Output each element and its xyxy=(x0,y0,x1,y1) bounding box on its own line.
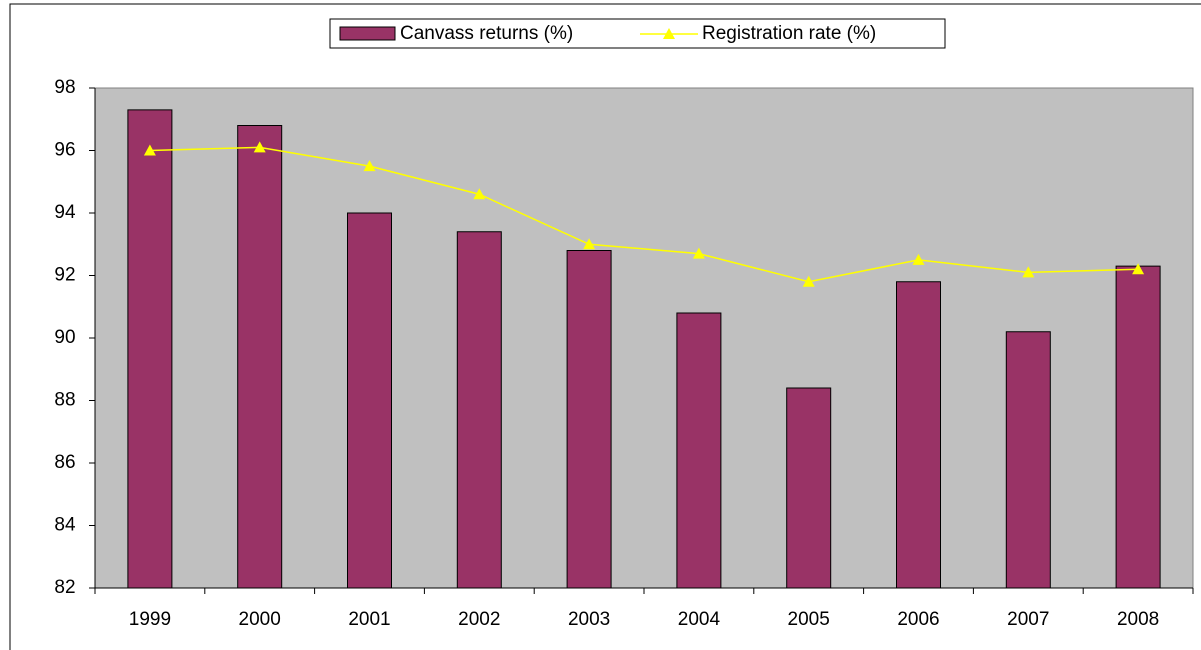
bar xyxy=(676,312,722,589)
legend xyxy=(329,18,946,49)
marker xyxy=(692,247,705,259)
x-tick-label: 1999 xyxy=(129,609,171,630)
legend-marker xyxy=(663,28,675,39)
bar xyxy=(1005,331,1051,589)
marker xyxy=(583,238,596,250)
bar xyxy=(237,125,283,589)
marker xyxy=(912,253,925,265)
marker xyxy=(1022,266,1035,278)
bar xyxy=(456,231,502,589)
x-tick-label: 2002 xyxy=(458,609,500,630)
y-tick-label: 84 xyxy=(54,515,76,536)
bar xyxy=(786,387,832,589)
x-tick-label: 2005 xyxy=(788,609,830,630)
y-tick-label: 86 xyxy=(54,452,75,473)
legend-swatch xyxy=(339,26,396,41)
marker xyxy=(363,160,376,172)
legend-label: Canvass returns (%) xyxy=(400,23,573,44)
x-tick-label: 2000 xyxy=(239,609,281,630)
bar xyxy=(896,281,941,589)
y-tick-label: 88 xyxy=(54,390,75,411)
line xyxy=(149,146,1139,283)
x-tick-label: 2007 xyxy=(1007,609,1049,630)
y-tick-label: 92 xyxy=(54,265,75,286)
y-tick-label: 98 xyxy=(54,77,75,98)
x-tick-label: 2006 xyxy=(897,609,939,630)
marker xyxy=(473,188,486,200)
marker xyxy=(802,275,815,287)
marker xyxy=(143,144,156,156)
y-tick-label: 90 xyxy=(54,327,75,348)
bar xyxy=(347,212,392,589)
x-tick-label: 2004 xyxy=(678,609,721,630)
x-tick-label: 2003 xyxy=(568,609,610,630)
y-tick-label: 82 xyxy=(54,577,75,598)
x-tick-label: 2001 xyxy=(348,609,390,630)
marker xyxy=(253,141,266,153)
bar xyxy=(1115,265,1161,589)
x-tick-label: 2008 xyxy=(1117,609,1159,630)
marker xyxy=(1132,263,1145,275)
legend-label: Registration rate (%) xyxy=(702,23,876,44)
y-tick-label: 94 xyxy=(54,202,76,223)
y-tick-label: 96 xyxy=(54,140,75,161)
bar xyxy=(127,109,173,589)
bar xyxy=(566,250,612,589)
